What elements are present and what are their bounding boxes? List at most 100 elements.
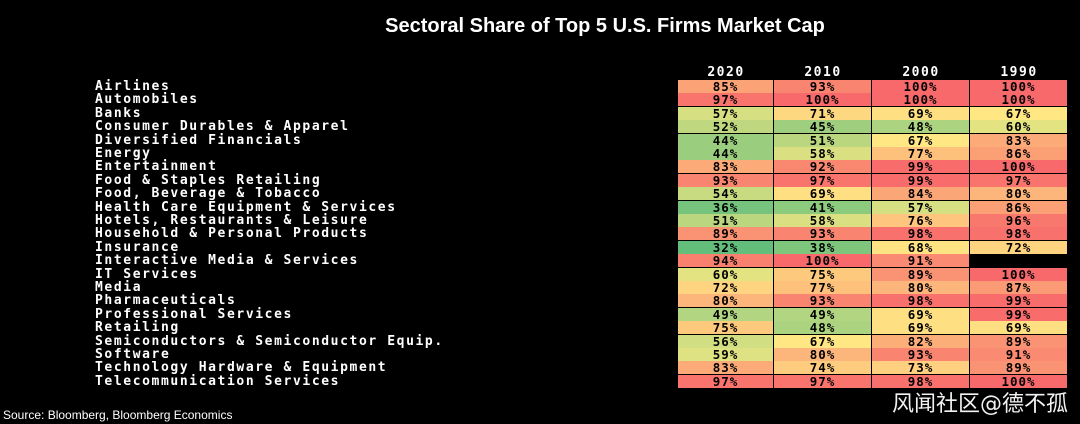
heatmap-cell: 99%: [970, 307, 1068, 322]
heatmap-cell: 84%: [872, 187, 970, 202]
heatmap-cell: 99%: [970, 294, 1068, 309]
heatmap-cell: 69%: [970, 321, 1068, 336]
heatmap-cell: 77%: [872, 147, 970, 161]
heatmap-cell: 56%: [678, 334, 774, 349]
row-label: Food & Staples Retailing: [95, 172, 322, 188]
heatmap-cell: 72%: [970, 240, 1068, 255]
heatmap-cell: 93%: [774, 227, 872, 242]
heatmap-cell: 93%: [872, 348, 970, 362]
heatmap-cell: 93%: [678, 173, 774, 188]
heatmap-cell: 59%: [678, 348, 774, 362]
heatmap-cell: 89%: [678, 227, 774, 242]
column-header-1990: 1990: [1000, 65, 1038, 80]
heatmap-cell: 87%: [970, 281, 1068, 295]
heatmap-cell: 38%: [774, 240, 872, 255]
heatmap-cell: 80%: [678, 294, 774, 309]
heatmap-cell: 89%: [872, 267, 970, 282]
heatmap-cell: 69%: [872, 106, 970, 121]
heatmap-cell: 48%: [774, 321, 872, 336]
heatmap-cell: 100%: [970, 80, 1068, 94]
row-label: Banks: [95, 105, 143, 121]
heatmap-cell: 100%: [872, 80, 970, 94]
row-label: Retailing: [95, 320, 180, 336]
row-label: Food, Beverage & Tobacco: [95, 186, 322, 202]
heatmap-cell: 57%: [678, 106, 774, 121]
heatmap-cell: 49%: [774, 307, 872, 322]
row-label: Insurance: [95, 239, 180, 255]
heatmap-cell: 69%: [872, 321, 970, 336]
heatmap-cell: 80%: [774, 348, 872, 362]
heatmap-cell: 68%: [872, 240, 970, 255]
heatmap-cell: 99%: [872, 160, 970, 175]
heatmap-cell: 52%: [678, 120, 774, 135]
heatmap-cell: 100%: [970, 374, 1068, 389]
row-label: Media: [95, 280, 143, 295]
heatmap-cell: 91%: [872, 254, 970, 269]
heatmap-cell: 100%: [774, 254, 872, 269]
heatmap-cell: 96%: [970, 214, 1068, 228]
row-label: Automobiles: [95, 92, 199, 108]
heatmap-cell: 83%: [678, 160, 774, 175]
heatmap-cell: 83%: [970, 133, 1068, 148]
source-note: Source: Bloomberg, Bloomberg Economics: [3, 408, 233, 422]
heatmap-cell: 32%: [678, 240, 774, 255]
heatmap-cell: 100%: [970, 93, 1068, 108]
heatmap-cell: 89%: [970, 361, 1068, 376]
heatmap-cell: 100%: [970, 267, 1068, 282]
heatmap-cell: 75%: [774, 267, 872, 282]
heatmap-cell: 51%: [774, 133, 872, 148]
heatmap-cell: 75%: [678, 321, 774, 336]
heatmap-cell: 49%: [678, 307, 774, 322]
heatmap-cell: 97%: [970, 173, 1068, 188]
heatmap-cell: 80%: [872, 281, 970, 295]
heatmap-cell: 60%: [970, 120, 1068, 135]
chart-title: Sectoral Share of Top 5 U.S. Firms Marke…: [385, 15, 825, 37]
heatmap-cell: 58%: [774, 147, 872, 161]
heatmap-cell: 97%: [774, 173, 872, 188]
heatmap-cell: 97%: [774, 374, 872, 389]
row-label: Software: [95, 347, 171, 362]
row-label: Health Care Equipment & Services: [95, 199, 397, 215]
heatmap-cell: 77%: [774, 281, 872, 295]
heatmap-cell: 74%: [774, 361, 872, 376]
column-header-2010: 2010: [804, 65, 842, 80]
heatmap-cell: 82%: [872, 334, 970, 349]
heatmap-cell: 58%: [774, 214, 872, 228]
heatmap-cell: 94%: [678, 254, 774, 269]
heatmap-cell: 98%: [872, 294, 970, 309]
heatmap-cell: 89%: [970, 334, 1068, 349]
row-label: Household & Personal Products: [95, 226, 369, 242]
heatmap-cell: 97%: [678, 93, 774, 108]
heatmap-cell: 100%: [970, 160, 1068, 175]
heatmap-cell: 44%: [678, 147, 774, 161]
heatmap-cell: 73%: [872, 361, 970, 376]
heatmap-cell: 99%: [872, 173, 970, 188]
heatmap-cell: 91%: [970, 348, 1068, 362]
row-label: Diversified Financials: [95, 132, 303, 148]
heatmap-cell: 51%: [678, 214, 774, 228]
heatmap-cell: 36%: [678, 200, 774, 215]
column-header-2020: 2020: [707, 65, 745, 80]
heatmap-cell: 48%: [872, 120, 970, 135]
heatmap-cell: 41%: [774, 200, 872, 215]
row-label: IT Services: [95, 266, 199, 282]
heatmap-cell: 92%: [774, 160, 872, 175]
row-label: Professional Services: [95, 306, 293, 322]
column-header-2000: 2000: [902, 65, 940, 80]
row-label: Technology Hardware & Equipment: [95, 360, 388, 376]
row-label: Pharmaceuticals: [95, 293, 237, 309]
row-label: Entertainment: [95, 159, 218, 175]
row-label: Consumer Durables & Apparel: [95, 119, 350, 135]
heatmap-cell: 67%: [970, 106, 1068, 121]
heatmap-cell: 44%: [678, 133, 774, 148]
heatmap-cell: 85%: [678, 80, 774, 94]
heatmap-cell: 45%: [774, 120, 872, 135]
heatmap-cell: 67%: [774, 334, 872, 349]
heatmap-cell: 67%: [872, 133, 970, 148]
heatmap-cell: 83%: [678, 361, 774, 376]
heatmap-cell: 93%: [774, 80, 872, 94]
heatmap-cell: 100%: [872, 93, 970, 108]
watermark: 风闻社区@德不孤: [891, 392, 1068, 417]
heatmap-cell: 60%: [678, 267, 774, 282]
row-label: Telecommunication Services: [95, 373, 341, 389]
